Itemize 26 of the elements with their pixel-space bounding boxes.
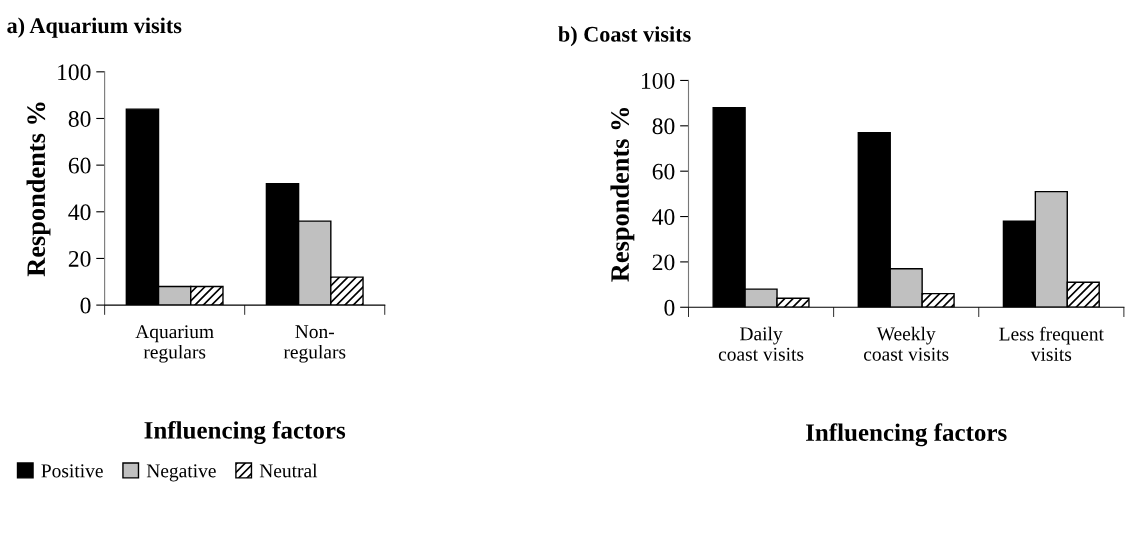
x-tick-label: Daily coast visits	[718, 326, 804, 361]
y-axis-title: Respondents %	[610, 107, 635, 282]
y-tick-label: 20	[652, 254, 675, 271]
x-tick-label: Less frequent visits	[999, 326, 1104, 361]
y-tick-label: 0	[664, 299, 675, 316]
x-tick-label: Aquarium regulars	[135, 325, 214, 363]
legend-label: Negative	[146, 464, 216, 482]
y-tick-label: 100	[58, 64, 91, 81]
y-tick-label: 0	[80, 297, 91, 314]
chart-title: b) Coast visits	[558, 26, 691, 47]
y-tick-label: 40	[652, 209, 675, 225]
x-tick-label: Weekly coast visits	[863, 326, 949, 361]
y-tick-label: 80	[652, 118, 675, 135]
y-tick-label: 40	[68, 204, 91, 221]
y-axis-title: Respondents %	[26, 102, 51, 277]
legend-label: Neutral	[259, 463, 318, 478]
y-tick-label: 80	[68, 110, 91, 127]
x-axis-title: Influencing factors	[144, 420, 346, 445]
y-tick-label: 60	[68, 157, 91, 174]
chart-title: a) Aquarium visits	[7, 17, 182, 38]
x-tick-label: Non- regulars	[283, 325, 346, 363]
y-tick-label: 100	[641, 72, 675, 89]
legend-label: Positive	[41, 464, 103, 478]
y-tick-label: 20	[68, 250, 91, 267]
x-axis-title: Influencing factors	[805, 423, 1007, 447]
y-tick-label: 60	[652, 163, 675, 180]
